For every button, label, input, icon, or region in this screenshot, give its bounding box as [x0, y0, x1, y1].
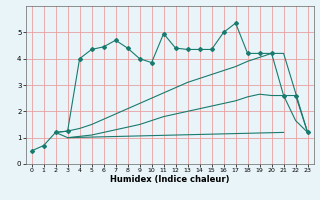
X-axis label: Humidex (Indice chaleur): Humidex (Indice chaleur): [110, 175, 229, 184]
